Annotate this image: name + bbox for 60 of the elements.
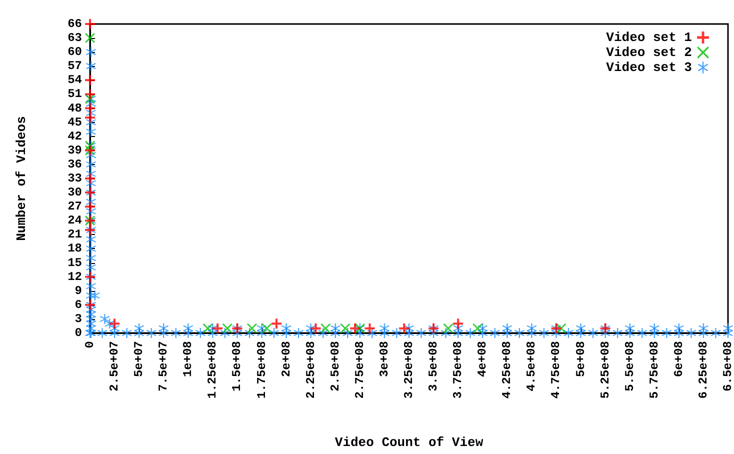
y-axis-title: Number of Videos xyxy=(14,116,29,241)
y-tick-label: 6 xyxy=(74,298,82,312)
y-tick-label: 30 xyxy=(68,186,82,200)
y-tick-label: 12 xyxy=(68,270,82,284)
x-tick-label: 4e+08 xyxy=(476,341,490,378)
y-tick-label: 24 xyxy=(68,214,82,228)
y-tick-label: 57 xyxy=(68,59,82,74)
x-tick-label: 2.5e+08 xyxy=(328,341,342,392)
x-tick-label: 5.75e+08 xyxy=(647,341,662,399)
x-axis-title: Video Count of View xyxy=(334,435,484,450)
x-tick-label: 3e+08 xyxy=(377,341,392,378)
y-tick-label: 63 xyxy=(68,31,82,46)
y-tick-label: 9 xyxy=(74,284,82,298)
x-tick-label: 0 xyxy=(83,341,97,348)
legend-label: Video set 3 xyxy=(606,60,692,75)
y-tick-label: 15 xyxy=(68,256,82,270)
x-tick-label: 2.5e+07 xyxy=(108,341,122,392)
x-tick-label: 4.25e+08 xyxy=(500,341,514,399)
legend-label: Video set 1 xyxy=(606,30,692,45)
point xyxy=(85,75,95,86)
point xyxy=(350,323,360,334)
point xyxy=(85,33,95,44)
x-tick-label: 4.75e+08 xyxy=(549,341,564,399)
x-tick-label: 1e+08 xyxy=(181,341,196,378)
x-tick-label: 5e+08 xyxy=(574,341,588,378)
y-tick-label: 54 xyxy=(68,73,82,88)
point xyxy=(85,89,95,100)
x-tick-label: 2e+08 xyxy=(279,341,294,378)
y-tick-label: 60 xyxy=(68,45,82,60)
x-tick-label: 1.75e+08 xyxy=(254,341,269,399)
y-tick-label: 0 xyxy=(74,326,82,340)
y-tick-label: 39 xyxy=(68,143,82,158)
y-tick-label: 66 xyxy=(68,17,82,31)
x-tick-label: 7.5e+07 xyxy=(156,341,171,392)
y-tick-label: 36 xyxy=(68,157,82,172)
point xyxy=(271,318,282,329)
y-tick-label: 27 xyxy=(68,200,82,214)
x-tick-label: 4.5e+08 xyxy=(524,341,539,392)
y-tick-label: 51 xyxy=(68,87,82,102)
x-tick-label: 3.75e+08 xyxy=(451,341,466,399)
x-tick-label: 6e+08 xyxy=(672,341,686,378)
x-tick-label: 5.25e+08 xyxy=(598,341,612,399)
x-tick-label: 5.5e+08 xyxy=(622,341,637,392)
x-tick-label: 6.5e+08 xyxy=(721,341,734,392)
x-tick-label: 1.5e+08 xyxy=(230,341,244,392)
y-tick-label: 21 xyxy=(68,228,82,242)
x-tick-label: 6.25e+08 xyxy=(696,341,710,399)
y-tick-label: 48 xyxy=(68,101,82,116)
y-tick-label: 45 xyxy=(68,115,82,130)
y-tick-label: 3 xyxy=(74,312,82,326)
x-tick-label: 3.25e+08 xyxy=(402,341,416,399)
x-tick-label: 2.25e+08 xyxy=(304,341,318,399)
x-tick-label: 3.5e+08 xyxy=(426,341,441,392)
legend-label: Video set 2 xyxy=(606,45,692,60)
y-tick-label: 33 xyxy=(68,172,82,186)
x-tick-label: 2.75e+08 xyxy=(352,341,367,399)
y-tick-label: 18 xyxy=(68,242,82,256)
y-tick-label: 42 xyxy=(68,129,82,144)
x-tick-label: 1.25e+08 xyxy=(206,341,220,399)
x-tick-label: 5e+07 xyxy=(132,341,146,378)
